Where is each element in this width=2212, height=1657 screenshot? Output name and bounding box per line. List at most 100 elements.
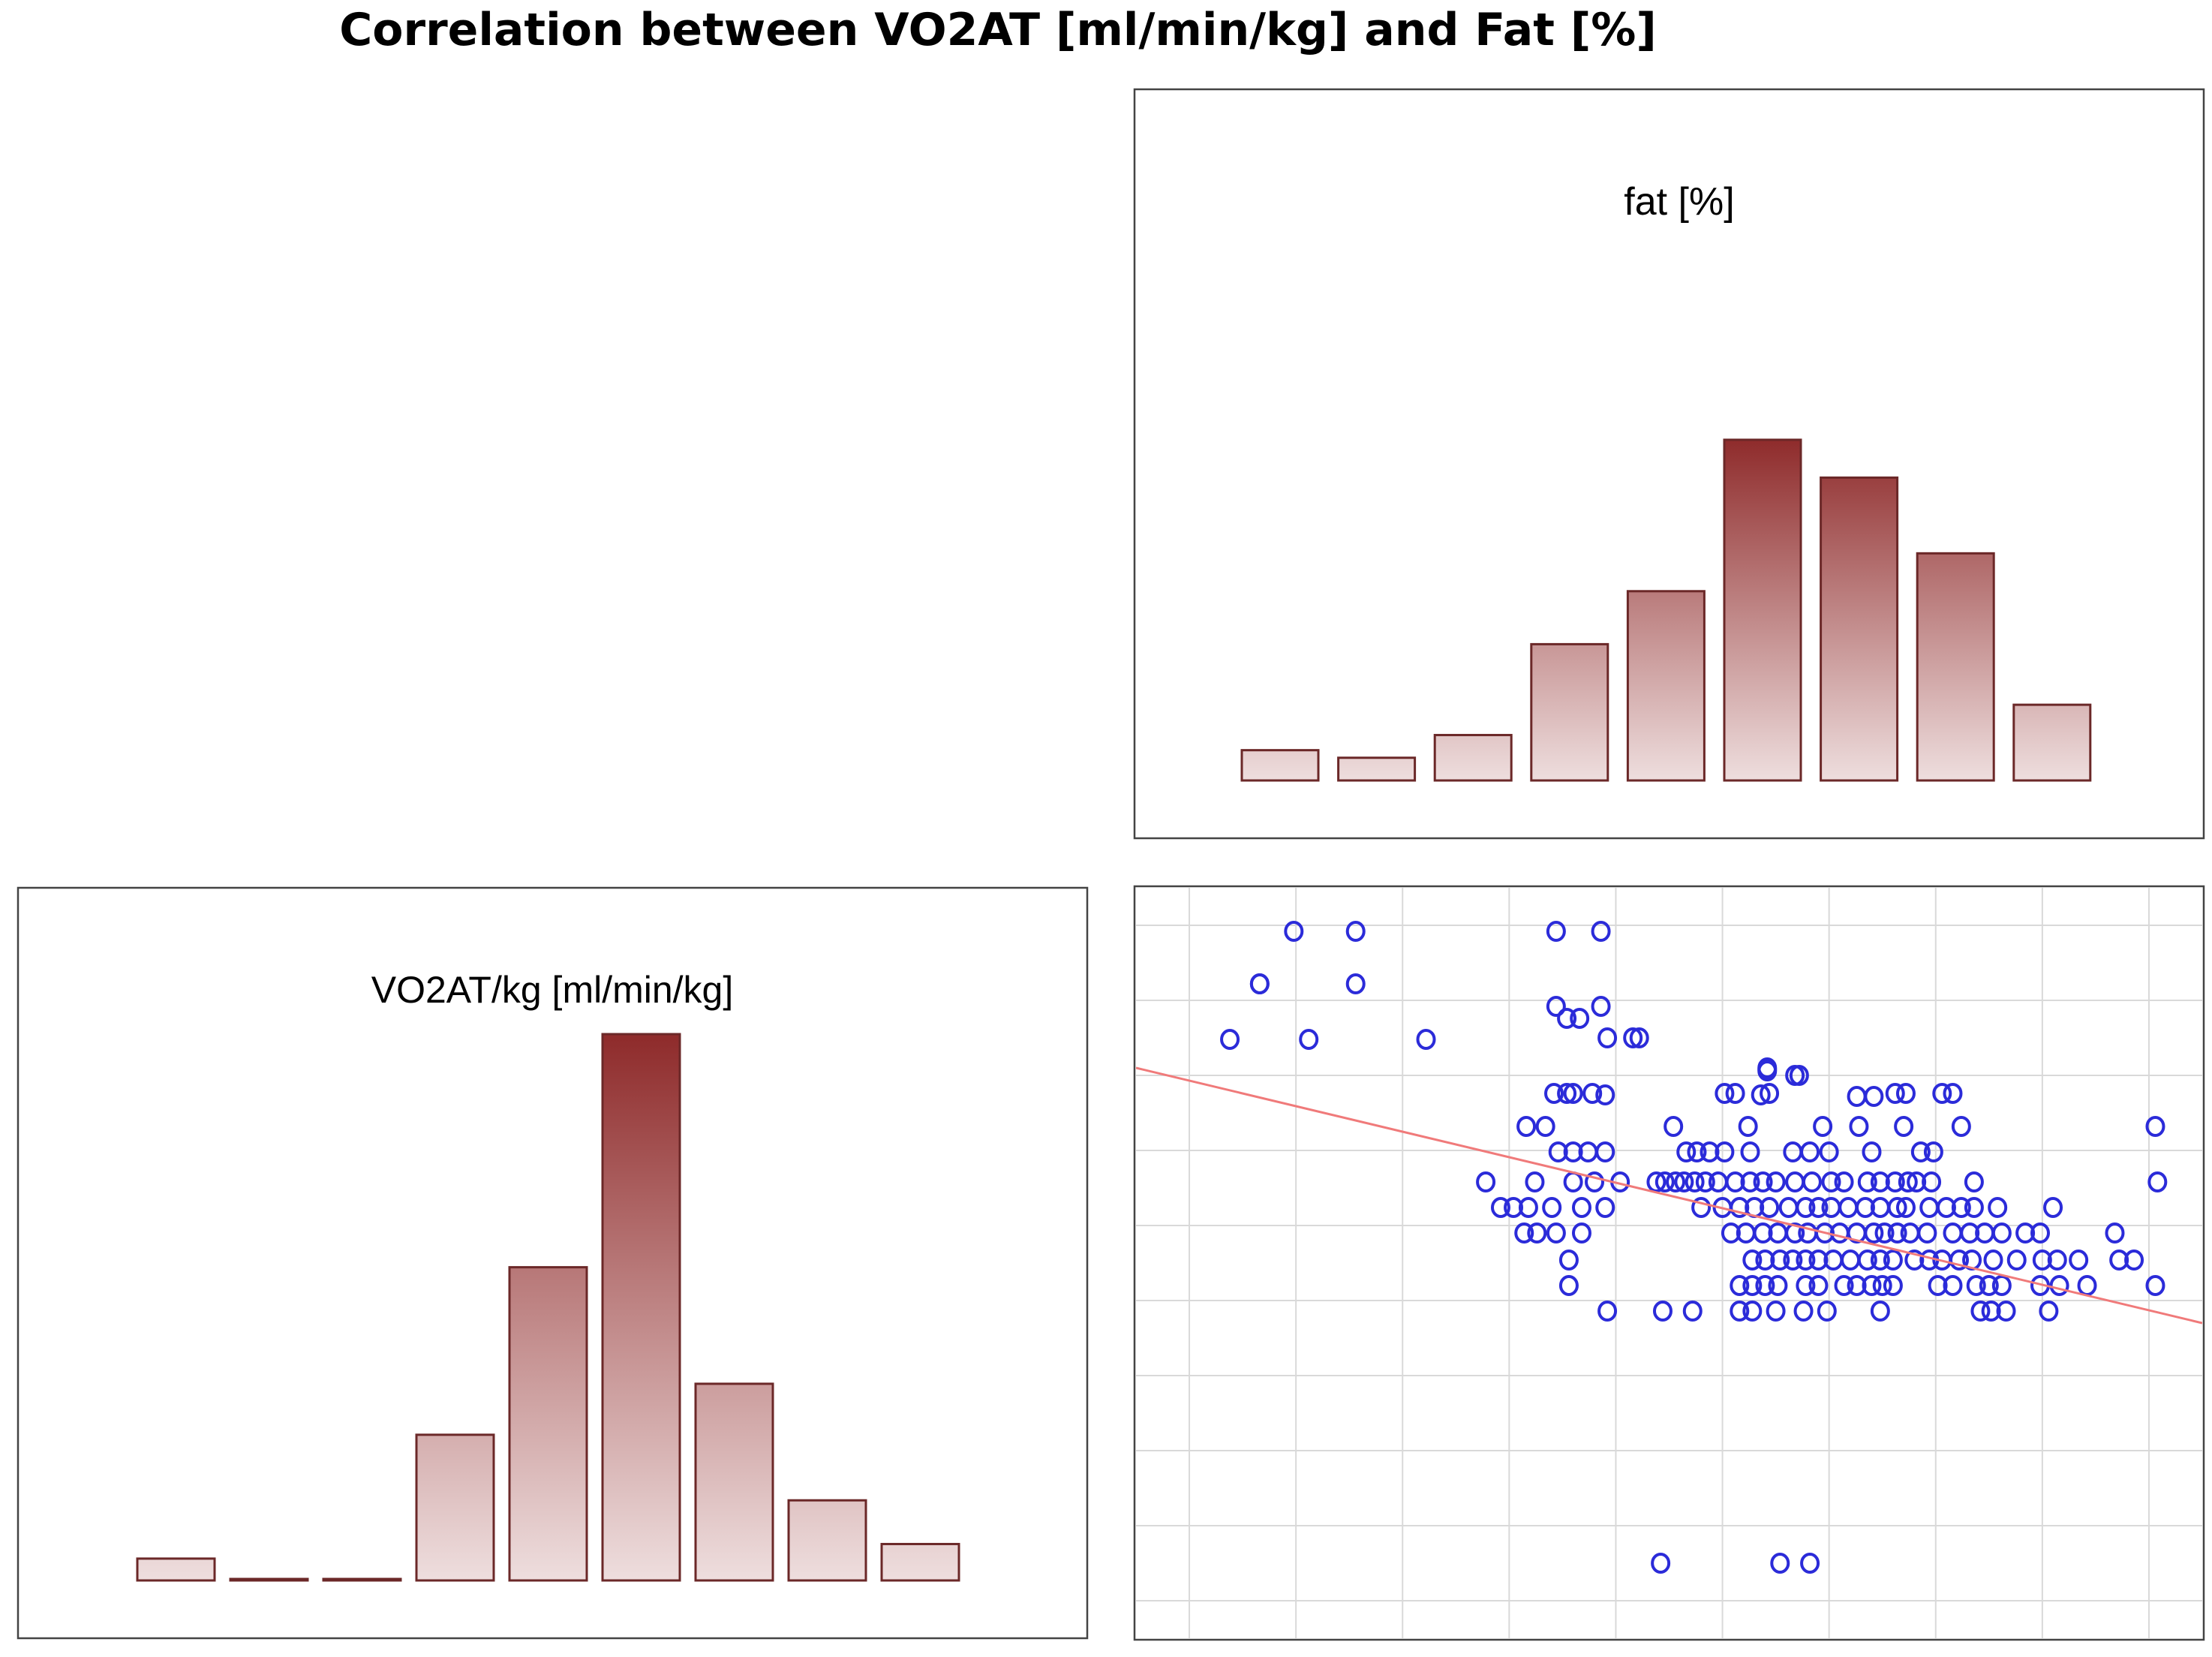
scatter-point-50 xyxy=(1595,1141,1615,1162)
scatter-point-164 xyxy=(2124,1250,2144,1271)
scatter-point-180 xyxy=(1979,1275,1999,1296)
scatter-point-11 xyxy=(1546,996,1566,1017)
scatter-point-8 xyxy=(1416,1029,1436,1050)
scatter-point-83 xyxy=(1870,1171,1890,1192)
fat-bar-6 xyxy=(1723,438,1802,782)
scatter-point-131 xyxy=(1887,1222,1907,1244)
scatter-point-80 xyxy=(1821,1171,1841,1192)
scatter-point-126 xyxy=(1814,1222,1835,1244)
scatter-point-34 xyxy=(1885,1083,1905,1104)
scatter-point-170 xyxy=(1796,1275,1816,1296)
scatter-point-172 xyxy=(1834,1275,1854,1296)
scatter-point-198 xyxy=(2039,1301,2059,1322)
scatter-point-147 xyxy=(1808,1250,1829,1271)
scatter-point-181 xyxy=(1991,1275,2012,1296)
scatter-point-25 xyxy=(1557,1083,1577,1104)
scatter-point-185 xyxy=(2145,1275,2165,1296)
scatter-point-166 xyxy=(1730,1275,1750,1296)
figure-title: Correlation between VO2AT [ml/min/kg] an… xyxy=(339,4,1657,56)
fat-bar-7 xyxy=(1820,476,1899,782)
fat-bar-5 xyxy=(1626,590,1706,782)
fat-bar-1 xyxy=(1240,749,1320,782)
fat-histogram-panel: fat [%] xyxy=(1133,88,2205,840)
scatter-point-189 xyxy=(1730,1301,1750,1322)
scatter-point-71 xyxy=(1685,1171,1705,1192)
scatter-point-124 xyxy=(1785,1222,1805,1244)
fat-bar-8 xyxy=(1916,552,1995,782)
scatter-point-196 xyxy=(1981,1301,2001,1322)
scatter-point-10 xyxy=(1591,921,1611,942)
scatter-point-81 xyxy=(1834,1171,1854,1192)
scatter-point-108 xyxy=(1887,1197,1907,1218)
vo2at-bar-3 xyxy=(322,1577,402,1582)
scatter-point-100 xyxy=(1760,1197,1780,1218)
scatter-point-52 xyxy=(1687,1141,1707,1162)
scatter-point-118 xyxy=(1546,1222,1566,1244)
scatter-point-165 xyxy=(1558,1275,1579,1296)
scatter-point-135 xyxy=(1960,1222,1980,1244)
scatter-point-30 xyxy=(1715,1083,1735,1104)
vo2at-bar-7 xyxy=(694,1382,774,1582)
scatter-point-41 xyxy=(1738,1116,1758,1137)
scatter-point-186 xyxy=(1597,1301,1618,1322)
scatter-point-183 xyxy=(2049,1275,2069,1296)
scatter-point-137 xyxy=(1991,1222,2012,1244)
scatter-point-153 xyxy=(1904,1250,1925,1271)
scatter-point-86 xyxy=(1907,1171,1927,1192)
vo2at-bar-4 xyxy=(415,1433,495,1582)
scatter-point-82 xyxy=(1857,1171,1877,1192)
fat-histogram-title: fat [%] xyxy=(1624,180,1734,224)
vo2at-bar-2 xyxy=(229,1577,309,1582)
vo2at-bar-9 xyxy=(880,1542,960,1582)
scatter-point-69 xyxy=(1666,1171,1686,1192)
scatter-point-33 xyxy=(1760,1083,1780,1104)
scatter-point-117 xyxy=(1527,1222,1547,1244)
scatter-point-59 xyxy=(1862,1141,1882,1162)
vo2at-bar-8 xyxy=(787,1499,867,1582)
scatter-point-158 xyxy=(1983,1250,2003,1271)
scatter-point-29 xyxy=(1595,1084,1615,1105)
scatter-point-112 xyxy=(1951,1197,1971,1218)
scatter-point-174 xyxy=(1862,1275,1882,1296)
scatter-point-191 xyxy=(1766,1301,1786,1322)
scatter-point-72 xyxy=(1695,1171,1715,1192)
scatter-point-161 xyxy=(2047,1250,2067,1271)
scatter-point-39 xyxy=(1535,1116,1555,1137)
scatter-point-177 xyxy=(1928,1275,1948,1296)
scatter-point-129 xyxy=(1864,1222,1884,1244)
scatter-point-24 xyxy=(1847,1086,1867,1107)
scatter-point-54 xyxy=(1715,1141,1735,1162)
scatter-point-20 xyxy=(1757,1060,1778,1081)
scatter-point-130 xyxy=(1874,1222,1895,1244)
scatter-point-67 xyxy=(1646,1171,1667,1192)
scatter-point-193 xyxy=(1817,1301,1837,1322)
scatter-point-36 xyxy=(1932,1083,1952,1104)
scatter-point-79 xyxy=(1802,1171,1822,1192)
scatter-point-15 xyxy=(1597,1027,1618,1048)
scatter-point-109 xyxy=(1895,1197,1916,1218)
scatter-point-119 xyxy=(1571,1222,1591,1244)
scatter-panel-frame xyxy=(1133,885,2205,1641)
scatter-point-53 xyxy=(1700,1141,1720,1162)
scatter-point-120 xyxy=(1721,1222,1741,1244)
scatter-point-145 xyxy=(1783,1250,1803,1271)
scatter-point-187 xyxy=(1652,1301,1673,1322)
scatter-point-113 xyxy=(1964,1197,1984,1218)
scatter-point-89 xyxy=(2147,1171,2168,1192)
scatter-point-138 xyxy=(2015,1222,2036,1244)
scatter-point-144 xyxy=(1770,1250,1790,1271)
scatter-point-75 xyxy=(1740,1171,1760,1192)
scatter-point-162 xyxy=(2069,1250,2089,1271)
scatter-point-55 xyxy=(1740,1141,1760,1162)
scatter-point-143 xyxy=(1755,1250,1775,1271)
scatter-point-106 xyxy=(1855,1197,1875,1218)
scatter-point-22 xyxy=(1789,1065,1809,1086)
fat-bar-3 xyxy=(1433,733,1513,782)
scatter-point-167 xyxy=(1742,1275,1763,1296)
scatter-point-57 xyxy=(1800,1141,1820,1162)
scatter-point-90 xyxy=(1490,1197,1510,1218)
vo2at-bar-6 xyxy=(601,1033,681,1582)
scatter-point-51 xyxy=(1676,1141,1697,1162)
scatter-point-6 xyxy=(1299,1029,1319,1050)
scatter-point-116 xyxy=(1514,1222,1534,1244)
